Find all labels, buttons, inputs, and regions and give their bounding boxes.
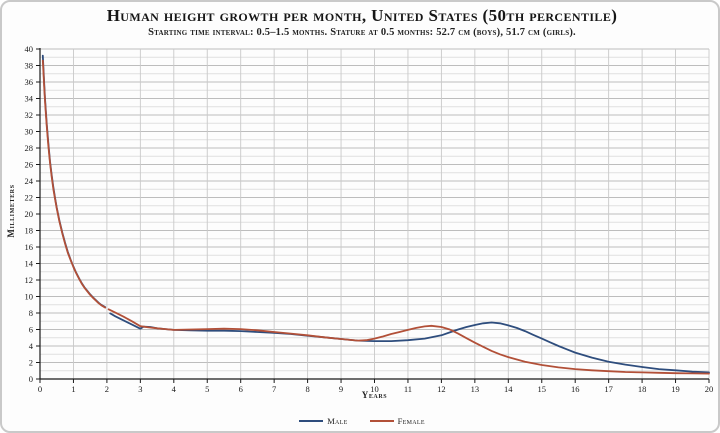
x-tick-label: 10 — [370, 384, 379, 394]
y-tick-label: 36 — [25, 77, 34, 87]
x-tick-label: 6 — [239, 384, 243, 394]
x-tick-label: 5 — [205, 384, 209, 394]
y-tick-label: 0 — [29, 374, 33, 384]
y-tick-label: 14 — [25, 259, 34, 269]
female-line — [107, 308, 710, 375]
y-tick-label: 38 — [25, 61, 34, 71]
male-legend-label: Male — [327, 416, 348, 426]
x-tick-label: 14 — [504, 384, 513, 394]
x-tick-label: 18 — [638, 384, 647, 394]
x-tick-label: 1 — [71, 384, 75, 394]
y-tick-label: 4 — [29, 341, 34, 351]
y-tick-label: 8 — [29, 308, 33, 318]
y-tick-label: 18 — [25, 226, 34, 236]
y-tick-label: 20 — [25, 209, 34, 219]
female-legend-label: Female — [397, 416, 425, 426]
male-line-swatch — [299, 420, 324, 422]
y-tick-label: 30 — [25, 127, 34, 137]
x-tick-label: 12 — [437, 384, 446, 394]
x-tick-label: 20 — [705, 384, 714, 394]
legend: Male Female — [2, 416, 718, 426]
x-tick-label: 4 — [172, 384, 177, 394]
x-axis-title: Years — [361, 390, 388, 400]
x-tick-label: 9 — [339, 384, 343, 394]
chart-title: Human height growth per month, United St… — [106, 6, 618, 25]
y-tick-label: 16 — [25, 242, 34, 252]
y-tick-label: 2 — [29, 358, 33, 368]
x-tick-label: 2 — [105, 384, 109, 394]
y-tick-label: 22 — [25, 193, 34, 203]
legend-item-male: Male — [299, 416, 347, 426]
y-tick-label: 28 — [25, 143, 34, 153]
y-tick-label: 32 — [25, 110, 34, 120]
chart-subtitle: Starting time interval: 0.5–1.5 months. … — [148, 27, 576, 38]
y-tick-label: 12 — [25, 275, 34, 285]
x-tick-label: 19 — [671, 384, 680, 394]
x-tick-label: 15 — [538, 384, 547, 394]
x-tick-label: 0 — [38, 384, 42, 394]
x-tick-label: 17 — [604, 384, 613, 394]
x-tick-label: 7 — [272, 384, 276, 394]
x-tick-label: 3 — [138, 384, 142, 394]
x-tick-label: 11 — [404, 384, 412, 394]
x-tick-label: 8 — [305, 384, 309, 394]
y-tick-label: 40 — [25, 44, 34, 54]
y-tick-label: 6 — [29, 325, 33, 335]
y-tick-label: 10 — [25, 292, 34, 302]
y-tick-label: 26 — [25, 160, 34, 170]
y-axis-title: Millimeters — [6, 184, 16, 238]
y-tick-label: 24 — [25, 176, 34, 186]
legend-item-female: Female — [369, 416, 425, 426]
female-line-swatch — [369, 420, 394, 422]
x-tick-label: 13 — [471, 384, 480, 394]
y-tick-label: 34 — [25, 94, 34, 104]
x-tick-label: 16 — [571, 384, 580, 394]
female-line — [41, 59, 107, 309]
male-line — [109, 312, 710, 374]
